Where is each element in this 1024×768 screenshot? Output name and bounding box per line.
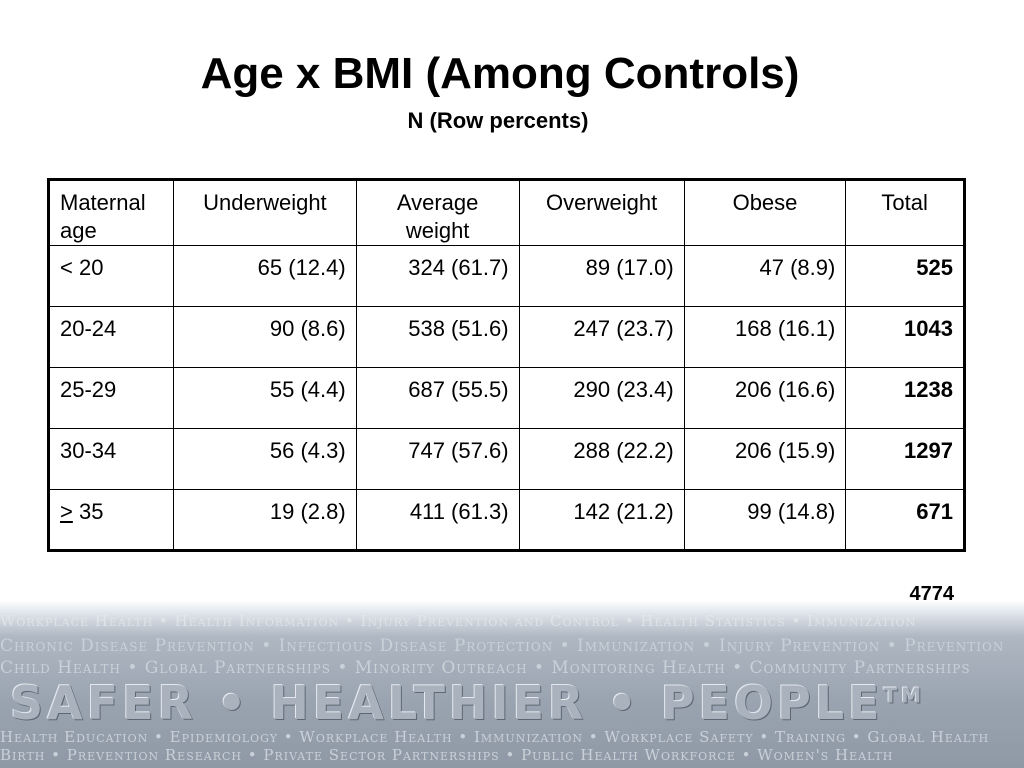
header-overweight: Overweight (518, 179, 685, 246)
cell-total: 525 (845, 245, 965, 307)
cell-total: 1238 (845, 367, 965, 429)
row-age-label: 20-24 (47, 306, 175, 368)
cell-underweight: 65 (12.4) (173, 245, 357, 307)
cell-total: 1297 (845, 428, 965, 490)
header-obese: Obese (683, 179, 847, 246)
slide-subtitle: N (Row percents) (407, 108, 589, 133)
row-age-label: 25-29 (47, 367, 175, 429)
cell-overweight: 288 (22.2) (518, 428, 685, 490)
row-age-label: > 35 (47, 489, 175, 551)
cell-total: 671 (845, 489, 965, 551)
table-header-row: Maternal age Underweight Average weight … (47, 179, 965, 246)
banner-text-line: Birth • Prevention Research • Private Se… (0, 746, 894, 764)
table-row: < 20 65 (12.4) 324 (61.7) 89 (17.0) 47 (… (47, 245, 965, 307)
header-total: Total (845, 179, 965, 246)
cell-underweight: 55 (4.4) (173, 367, 357, 429)
slide-title: Age x BMI (Among Controls) (200, 49, 800, 98)
cell-total: 1043 (845, 306, 965, 368)
cell-underweight: 19 (2.8) (173, 489, 357, 551)
banner-text-line: Chronic Disease Prevention • Infectious … (0, 636, 1005, 656)
cell-average-weight: 687 (55.5) (355, 367, 520, 429)
age-value: 35 (72, 499, 104, 524)
table-row: 20-24 90 (8.6) 538 (51.6) 247 (23.7) 168… (47, 306, 965, 368)
banner-text-line: Health Education • Epidemiology • Workpl… (0, 728, 990, 746)
cell-overweight: 89 (17.0) (518, 245, 685, 307)
cell-overweight: 142 (21.2) (518, 489, 685, 551)
cell-average-weight: 324 (61.7) (355, 245, 520, 307)
footer-banner: Workplace Health • Health Information • … (0, 600, 1024, 768)
cell-overweight: 290 (23.4) (518, 367, 685, 429)
cell-obese: 168 (16.1) (683, 306, 847, 368)
age-bmi-table: Maternal age Underweight Average weight … (47, 178, 966, 552)
table-row: 25-29 55 (4.4) 687 (55.5) 290 (23.4) 206… (47, 367, 965, 429)
banner-text-line: Child Health • Global Partnerships • Min… (0, 658, 971, 678)
cell-underweight: 56 (4.3) (173, 428, 357, 490)
header-underweight: Underweight (173, 179, 357, 246)
banner-slogan: SAFER • HEALTHIER • PEOPLETM (10, 676, 925, 730)
row-age-label: < 20 (47, 245, 175, 307)
header-maternal-age: Maternal age (47, 179, 175, 246)
table-row: 30-34 56 (4.3) 747 (57.6) 288 (22.2) 206… (47, 428, 965, 490)
cell-obese: 206 (15.9) (683, 428, 847, 490)
table-row: > 35 19 (2.8) 411 (61.3) 142 (21.2) 99 (… (47, 489, 965, 551)
cell-obese: 47 (8.9) (683, 245, 847, 307)
trademark-mark: TM (883, 683, 926, 708)
cell-obese: 99 (14.8) (683, 489, 847, 551)
cell-underweight: 90 (8.6) (173, 306, 357, 368)
row-age-label: 30-34 (47, 428, 175, 490)
cell-average-weight: 747 (57.6) (355, 428, 520, 490)
grand-total: 4774 (909, 583, 955, 605)
cell-average-weight: 411 (61.3) (355, 489, 520, 551)
greater-or-equal-symbol: > (60, 499, 73, 524)
slogan-text: SAFER • HEALTHIER • PEOPLE (10, 676, 884, 730)
header-average-weight: Average weight (355, 179, 520, 246)
banner-text-line: Workplace Health • Health Information • … (0, 612, 917, 630)
cell-average-weight: 538 (51.6) (355, 306, 520, 368)
cell-overweight: 247 (23.7) (518, 306, 685, 368)
cell-obese: 206 (16.6) (683, 367, 847, 429)
